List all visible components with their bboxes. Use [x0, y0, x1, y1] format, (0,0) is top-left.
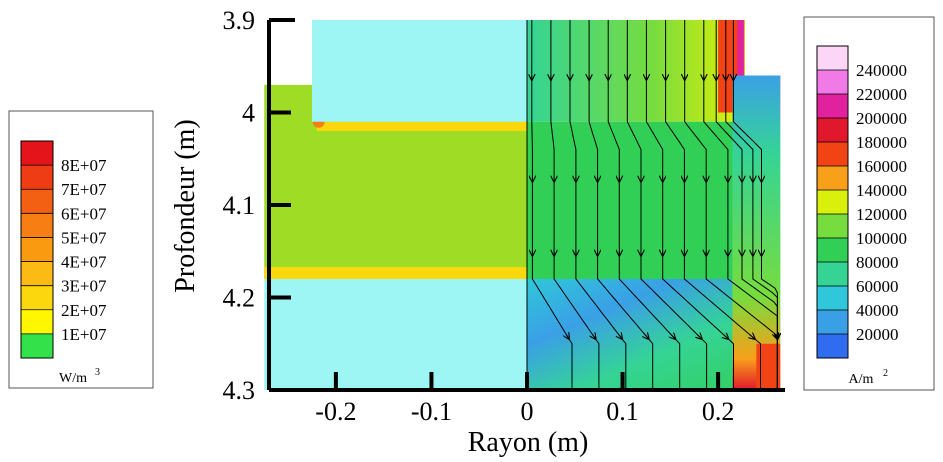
legend-swatch [21, 237, 53, 263]
legend-swatch [21, 333, 53, 359]
current-streamlines [526, 20, 778, 390]
legend-swatch [21, 309, 53, 335]
current-density-peak [737, 20, 744, 94]
legend-level-label: 6E+07 [61, 204, 107, 223]
streamline-arrow [750, 335, 755, 340]
legend-swatch [817, 238, 848, 263]
legend-level-label: 5E+07 [61, 228, 107, 247]
legend-level-label: 140000 [856, 181, 907, 200]
legend-level-label: 7E+07 [61, 180, 107, 199]
legend-swatch [817, 46, 848, 71]
legend-level-label: 80000 [856, 253, 899, 272]
legend-level-label: 4E+07 [61, 253, 107, 272]
legend-swatch [817, 214, 848, 239]
legend-level-label: 20000 [856, 325, 899, 344]
upper-electrode [312, 20, 527, 122]
legend-swatch [817, 262, 848, 287]
legend-level-label: 180000 [856, 133, 907, 152]
legend-power-density: 8E+07 7E+07 6E+07 5E+07 4E+07 3E+07 2E+07 1E+07… [8, 110, 154, 389]
blank-region [744, 20, 785, 76]
streamline [626, 20, 708, 390]
streamline [607, 20, 681, 390]
legend-level-label: 1E+07 [61, 325, 107, 344]
streamline [588, 20, 654, 390]
legend-swatch [817, 70, 848, 95]
plot-area [264, 20, 785, 390]
legend-swatch [817, 334, 848, 359]
legend-swatch [817, 94, 848, 119]
legend-unit-exponent: 2 [883, 368, 888, 379]
legend-swatch [21, 165, 53, 190]
x-tick-label: 0.2 [702, 397, 735, 426]
streamline-arrow [723, 335, 728, 340]
y-tick-label: 4.3 [223, 376, 256, 405]
legend-swatch [21, 285, 53, 311]
legend-swatch [817, 286, 848, 311]
crucible-wall [732, 75, 781, 390]
legend-swatch [817, 310, 848, 335]
y-tick-label: 4.1 [223, 191, 256, 220]
y-axis-label: Profondeur (m) [170, 119, 201, 292]
legend-level-label: 3E+07 [61, 277, 107, 296]
streamline-arrow [566, 335, 569, 340]
y-tick-label: 3.9 [223, 6, 256, 35]
legend-swatch [817, 118, 848, 143]
streamline-arrow [619, 335, 623, 340]
streamline [550, 20, 600, 390]
lower-electrode [264, 279, 527, 390]
legend-swatch [817, 142, 848, 167]
legend-level-label: 200000 [856, 109, 907, 128]
legend-unit-exponent: 3 [95, 367, 100, 378]
streamline [665, 20, 761, 390]
streamline-arrow [671, 335, 675, 340]
legend-level-label: 8E+07 [61, 156, 107, 175]
legend-level-label: 2E+07 [61, 301, 107, 320]
legend-unit: A/m [849, 372, 874, 387]
streamline-arrow [697, 335, 702, 340]
x-tick-label: 0 [521, 397, 534, 426]
streamline [645, 20, 734, 390]
legend-swatch [21, 141, 53, 166]
legend-unit: W/m [59, 371, 87, 386]
legend-level-label: 40000 [856, 301, 899, 320]
legend-swatch [21, 213, 53, 238]
legend-swatch [817, 190, 848, 215]
legend-swatch [21, 189, 53, 214]
streamline [684, 20, 778, 390]
streamline [531, 20, 573, 390]
blank-region [269, 20, 312, 85]
legend-bar-outline [816, 45, 849, 359]
legend-level-label: 240000 [856, 61, 907, 80]
legend-level-label: 120000 [856, 205, 907, 224]
x-axis-label: Rayon (m) [468, 427, 589, 458]
y-tick-label: 4 [242, 99, 255, 128]
legend-swatch [817, 166, 848, 191]
power-density-edge [264, 266, 527, 279]
legend-bar-outline [20, 140, 54, 359]
legend-level-label: 60000 [856, 277, 899, 296]
current-density-corner [756, 343, 781, 390]
streamline [569, 20, 627, 390]
x-tick-label: 0.1 [606, 397, 639, 426]
legend-level-label: 220000 [856, 85, 907, 104]
streamline [732, 20, 778, 390]
legend-current-density: 2400002200002000001800001600001400001200… [803, 16, 935, 391]
x-tick-label: -0.2 [315, 397, 356, 426]
legend-level-label: 160000 [856, 157, 907, 176]
x-tick-label: -0.1 [411, 397, 452, 426]
y-tick-label: 4.2 [223, 284, 256, 313]
streamline-arrow [593, 335, 596, 340]
power-density-edge [316, 121, 527, 131]
legend-swatch [21, 261, 53, 287]
streamline-arrow [645, 335, 649, 340]
legend-level-label: 100000 [856, 229, 907, 248]
axes: 3.9 4 4.1 4.2 4.3 -0.2 -0.1 0 0.1 0.2 [223, 6, 785, 426]
